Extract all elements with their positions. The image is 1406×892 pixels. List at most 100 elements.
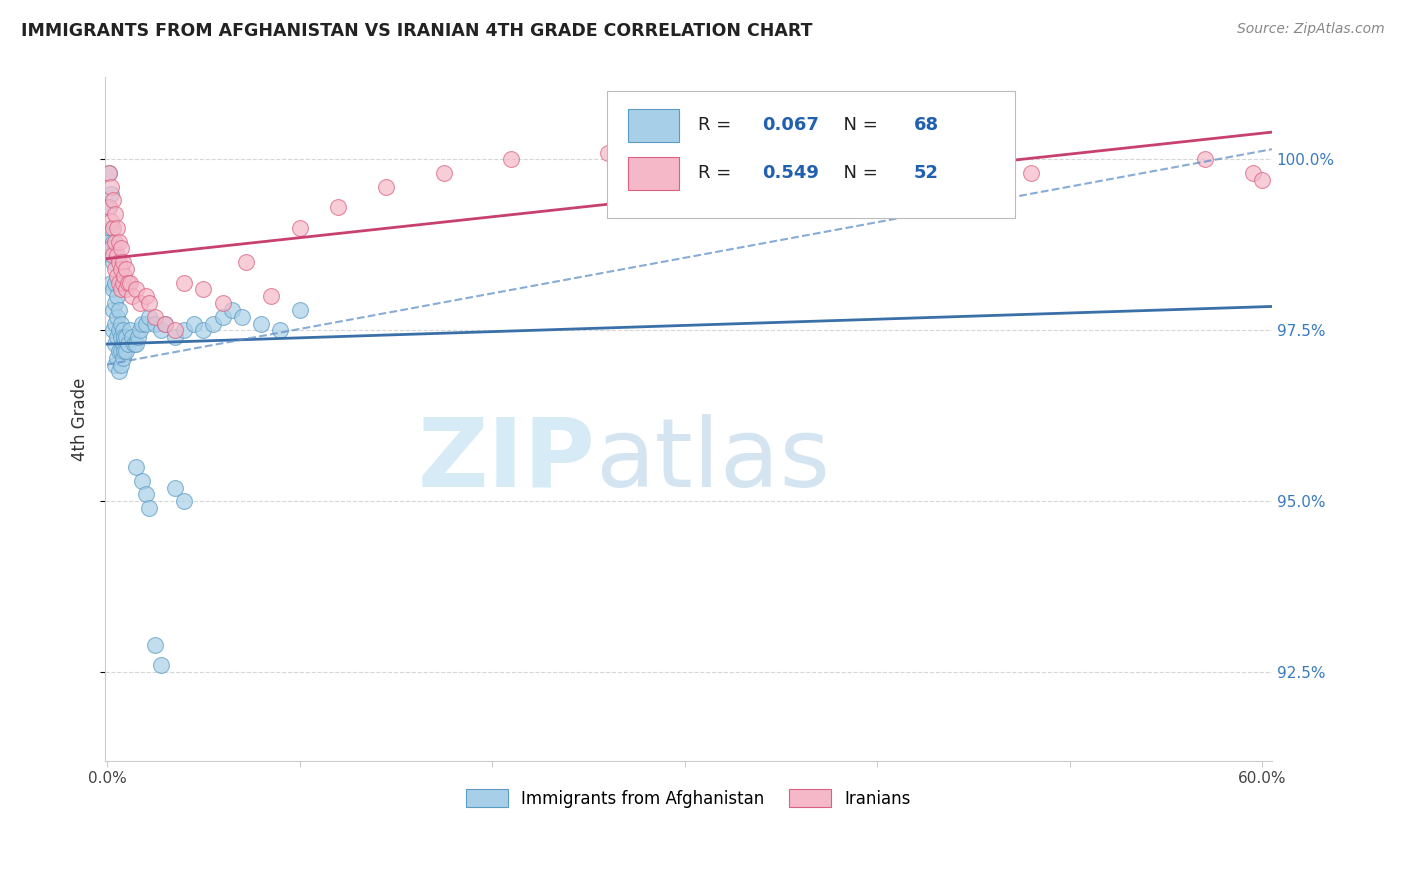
Point xyxy=(104,296,127,310)
Point xyxy=(143,317,166,331)
Point xyxy=(107,302,129,317)
Point xyxy=(110,317,132,331)
Point xyxy=(104,235,127,249)
Point xyxy=(288,220,311,235)
Text: 52: 52 xyxy=(914,164,939,182)
Point xyxy=(111,323,134,337)
Point xyxy=(110,261,132,276)
Point xyxy=(110,241,132,255)
Point xyxy=(288,302,311,317)
Point xyxy=(138,310,160,324)
Point xyxy=(104,261,127,276)
Point xyxy=(105,289,128,303)
Point xyxy=(135,487,157,501)
Point xyxy=(125,337,148,351)
Text: 0.067: 0.067 xyxy=(762,116,818,135)
Point xyxy=(1241,166,1264,180)
Point xyxy=(115,261,138,276)
Point xyxy=(100,186,122,201)
Point xyxy=(115,282,138,296)
Point xyxy=(100,248,122,262)
Point xyxy=(193,282,215,296)
Point xyxy=(121,330,143,344)
Text: N =: N = xyxy=(832,164,883,182)
Point xyxy=(110,330,132,344)
Legend: Immigrants from Afghanistan, Iranians: Immigrants from Afghanistan, Iranians xyxy=(460,783,918,814)
Point xyxy=(1194,153,1216,167)
Point xyxy=(107,323,129,337)
Point xyxy=(328,200,350,214)
Point xyxy=(104,317,127,331)
Point xyxy=(98,200,121,214)
Point xyxy=(105,351,128,365)
Point xyxy=(104,358,127,372)
Point xyxy=(117,276,139,290)
Point xyxy=(98,235,121,249)
Point xyxy=(107,276,129,290)
FancyBboxPatch shape xyxy=(628,109,679,142)
Point xyxy=(98,200,121,214)
Point xyxy=(105,248,128,262)
Text: Source: ZipAtlas.com: Source: ZipAtlas.com xyxy=(1237,22,1385,37)
Point xyxy=(104,276,127,290)
Point xyxy=(105,330,128,344)
Point xyxy=(101,220,124,235)
Point xyxy=(135,317,157,331)
Point xyxy=(101,248,124,262)
Point xyxy=(153,317,176,331)
Text: IMMIGRANTS FROM AFGHANISTAN VS IRANIAN 4TH GRADE CORRELATION CHART: IMMIGRANTS FROM AFGHANISTAN VS IRANIAN 4… xyxy=(21,22,813,40)
Point xyxy=(107,255,129,269)
Point xyxy=(501,153,523,167)
Point xyxy=(163,330,186,344)
Point xyxy=(120,323,142,337)
Point xyxy=(101,323,124,337)
Point xyxy=(143,638,166,652)
Point xyxy=(211,296,233,310)
Point xyxy=(153,317,176,331)
Y-axis label: 4th Grade: 4th Grade xyxy=(72,377,89,461)
Point xyxy=(173,276,195,290)
Text: atlas: atlas xyxy=(595,414,831,507)
Point xyxy=(110,282,132,296)
Text: 68: 68 xyxy=(914,116,939,135)
Point xyxy=(163,481,186,495)
Point xyxy=(128,323,150,337)
Point xyxy=(115,343,138,358)
Point xyxy=(101,302,124,317)
Text: R =: R = xyxy=(697,164,737,182)
Point xyxy=(107,343,129,358)
Point xyxy=(221,302,243,317)
Point xyxy=(596,145,619,160)
Point xyxy=(101,194,124,208)
Point xyxy=(150,323,173,337)
Point xyxy=(104,337,127,351)
Point xyxy=(111,351,134,365)
Point xyxy=(125,282,148,296)
Point xyxy=(125,460,148,475)
Point xyxy=(375,179,398,194)
Point xyxy=(110,343,132,358)
Point xyxy=(138,501,160,516)
Point xyxy=(231,310,253,324)
Point xyxy=(100,241,122,255)
Point xyxy=(131,317,153,331)
Point xyxy=(107,364,129,378)
Point xyxy=(114,343,136,358)
Point xyxy=(183,317,205,331)
Point xyxy=(120,276,142,290)
Point xyxy=(114,268,136,283)
Point xyxy=(260,289,283,303)
Point xyxy=(173,323,195,337)
Point xyxy=(105,220,128,235)
Point xyxy=(107,235,129,249)
Point xyxy=(101,235,124,249)
Point xyxy=(101,282,124,296)
Point xyxy=(104,207,127,221)
Point xyxy=(1019,166,1042,180)
Point xyxy=(235,255,257,269)
Point xyxy=(846,159,869,173)
Point xyxy=(202,317,225,331)
Point xyxy=(433,166,456,180)
Point xyxy=(211,310,233,324)
Point xyxy=(143,310,166,324)
